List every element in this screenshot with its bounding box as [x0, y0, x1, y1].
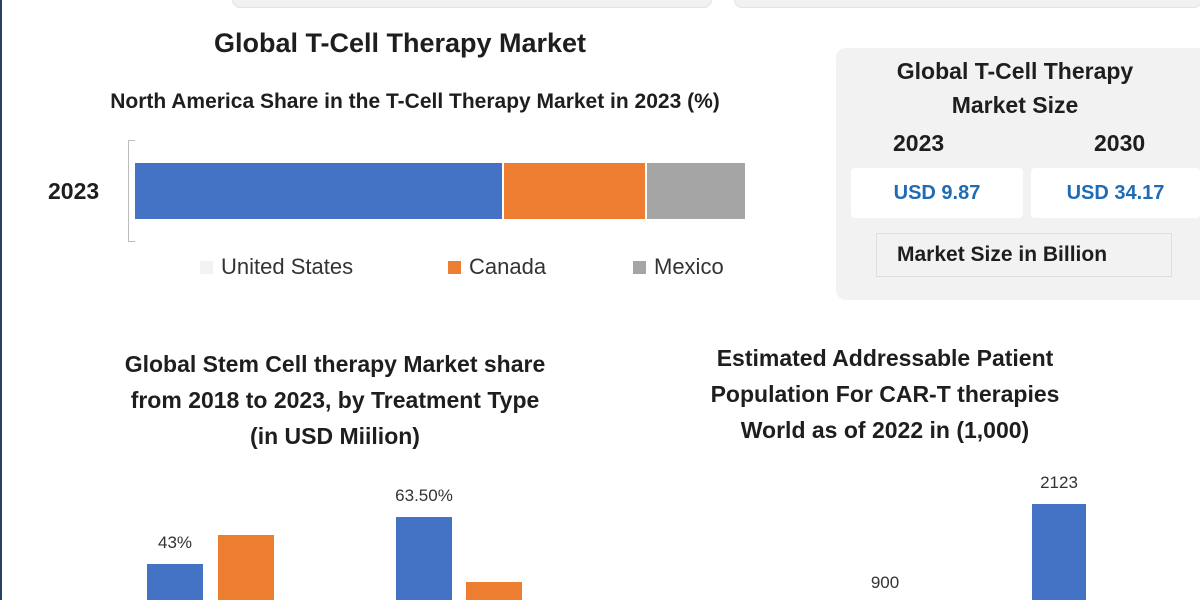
stem-cell-bar-1-orange [218, 535, 274, 600]
market-size-value-2023: USD 9.87 [851, 168, 1023, 218]
legend-swatch-us [200, 260, 213, 274]
stem-cell-bar-1-blue [147, 564, 203, 600]
left-border [0, 0, 2, 600]
na-share-category-label: 2023 [48, 178, 100, 204]
car-t-data-label-1: 900 [870, 573, 900, 592]
car-t-chart-title: Estimated Addressable Patient Population… [710, 345, 1060, 443]
na-share-segment-mexico [647, 163, 745, 219]
legend-label-us: United States [221, 254, 354, 279]
na-share-axis [128, 140, 135, 242]
top-search-pill-2[interactable] [734, 0, 1200, 8]
legend-item-canada: Canada [448, 254, 546, 280]
legend-swatch-mexico [633, 260, 646, 274]
na-share-chart-title: North America Share in the T-Cell Therap… [110, 90, 720, 113]
stem-cell-data-label-2: 63.50% [395, 486, 453, 505]
stem-cell-bar-2-blue [396, 517, 452, 600]
market-size-title: Global T-Cell Therapy Market Size [896, 58, 1134, 118]
page-title: Global T-Cell Therapy Market [213, 28, 587, 58]
market-size-value-2030: USD 34.17 [1031, 168, 1200, 218]
na-share-segment-canada [504, 163, 646, 219]
market-size-year-2030: 2030 [1094, 130, 1146, 156]
market-size-year-2023: 2023 [893, 130, 945, 156]
top-search-pill[interactable] [232, 0, 712, 8]
car-t-data-label-2: 2123 [1040, 473, 1078, 492]
stem-cell-data-label-1: 43% [157, 533, 193, 552]
car-t-bar-2 [1032, 504, 1086, 600]
stem-cell-chart-title: Global Stem Cell therapy Market share fr… [124, 351, 546, 449]
market-size-unit: Market Size in Billion [876, 233, 1172, 277]
na-share-segment-us [135, 163, 503, 219]
stem-cell-bar-2-orange [466, 582, 522, 600]
legend-item-us: United States [200, 254, 353, 280]
legend-label-canada: Canada [469, 254, 547, 279]
legend-swatch-canada [448, 260, 461, 274]
legend-label-mexico: Mexico [654, 254, 724, 279]
legend-item-mexico: Mexico [633, 254, 724, 280]
